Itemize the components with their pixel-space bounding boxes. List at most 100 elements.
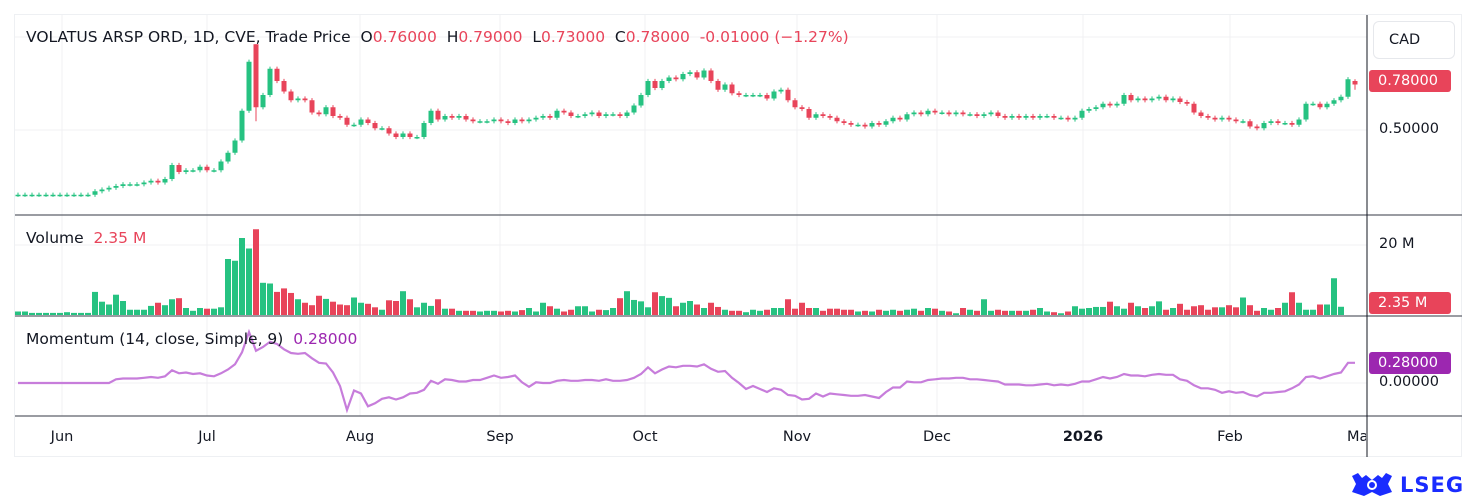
- time-label: Aug: [345, 429, 375, 445]
- candle-body: [372, 122, 378, 129]
- volume-bar: [981, 299, 987, 315]
- volume-bar: [1324, 304, 1330, 315]
- candle-body: [925, 110, 931, 115]
- candle-body: [1044, 115, 1050, 118]
- candle-body: [246, 61, 252, 111]
- volume-bar: [708, 302, 714, 315]
- candle-body: [1156, 96, 1162, 99]
- candle-body: [897, 117, 903, 120]
- candle-body: [547, 115, 553, 118]
- candle-body: [57, 194, 63, 197]
- volume-bar: [512, 311, 518, 315]
- candle-body: [351, 124, 357, 127]
- candle-body: [939, 112, 945, 114]
- candle-body: [463, 115, 469, 120]
- volume-bar: [715, 306, 721, 315]
- volume-bar: [1072, 306, 1078, 315]
- volume-bar: [484, 310, 490, 315]
- candle-body: [785, 89, 791, 101]
- volume-bar: [1310, 309, 1316, 315]
- candle-body: [204, 166, 210, 171]
- candle-body: [1317, 103, 1323, 108]
- volume-bar: [575, 306, 581, 315]
- candle-body: [561, 110, 567, 113]
- volume-bar: [155, 302, 161, 315]
- momentum-tick: 0.00000: [1379, 374, 1439, 390]
- volume-title: Volume: [26, 229, 84, 247]
- candle-body: [113, 186, 119, 188]
- currency-button[interactable]: CAD: [1373, 21, 1455, 59]
- candle-body: [911, 112, 917, 115]
- candle-body: [512, 119, 518, 123]
- volume-bar: [281, 288, 287, 315]
- candle-body: [71, 194, 77, 197]
- candle-body: [596, 112, 602, 116]
- candle-body: [309, 100, 315, 113]
- candle-body: [1184, 101, 1190, 104]
- candle-body: [1009, 115, 1015, 118]
- volume-bar: [253, 229, 259, 315]
- candle-body: [106, 187, 112, 190]
- volume-bar: [988, 310, 994, 315]
- volume-bar: [1240, 297, 1246, 315]
- candle-body: [673, 77, 679, 80]
- candle-body: [757, 94, 763, 97]
- volume-bar: [799, 302, 805, 315]
- volume-bar: [596, 309, 602, 315]
- candle-body: [78, 194, 84, 197]
- time-label-year: 2026: [1062, 429, 1104, 445]
- candle-body: [176, 165, 182, 173]
- volume-bar: [1037, 308, 1043, 315]
- candle-body: [519, 119, 525, 122]
- lseg-logo: LSEG: [1350, 472, 1464, 498]
- volume-bar: [890, 309, 896, 315]
- candle-body: [274, 68, 280, 81]
- candle-body: [750, 94, 756, 97]
- price-tick: 0.50000: [1379, 121, 1439, 137]
- volume-bar: [162, 305, 168, 315]
- low-label: L: [532, 28, 541, 46]
- candle-body: [1051, 115, 1057, 118]
- volume-bar: [1163, 309, 1169, 315]
- volume-bar: [1233, 307, 1239, 315]
- candle-body: [764, 94, 770, 99]
- candle-body: [337, 115, 343, 118]
- volume-bar: [1303, 309, 1309, 315]
- volume-bar: [498, 311, 504, 315]
- volume-bar: [862, 310, 868, 315]
- candle-body: [1240, 121, 1246, 123]
- last-price-badge: 0.78000: [1369, 70, 1451, 92]
- candle-body: [316, 112, 322, 115]
- candle-body: [15, 194, 21, 197]
- volume-bar: [1317, 304, 1323, 315]
- volume-bar: [1065, 311, 1071, 315]
- logo-text: LSEG: [1400, 473, 1465, 497]
- volume-bar: [652, 292, 658, 315]
- high-label: H: [446, 28, 459, 46]
- candle-body: [22, 194, 28, 197]
- candle-body: [953, 112, 959, 115]
- candle-body: [1303, 103, 1309, 120]
- volume-bar: [1149, 306, 1155, 315]
- volume-bar: [246, 248, 252, 315]
- volume-bar: [267, 283, 273, 315]
- candle-body: [1233, 119, 1239, 122]
- time-label: Jun: [50, 429, 74, 445]
- candle-body: [50, 194, 56, 197]
- volume-bar: [701, 308, 707, 315]
- candle-body: [771, 91, 777, 99]
- candle-body: [1030, 115, 1036, 118]
- candle-body: [820, 114, 826, 116]
- volume-bar: [897, 310, 903, 315]
- volume-bar: [841, 309, 847, 315]
- volume-bar: [729, 310, 735, 315]
- volume-bar: [526, 308, 532, 315]
- volume-bar: [1254, 310, 1260, 315]
- candle-body: [92, 191, 98, 195]
- candle-body: [1177, 98, 1183, 102]
- candle-body: [393, 133, 399, 138]
- candle-body: [883, 121, 889, 125]
- volume-bar: [911, 308, 917, 315]
- candle-body: [323, 107, 329, 115]
